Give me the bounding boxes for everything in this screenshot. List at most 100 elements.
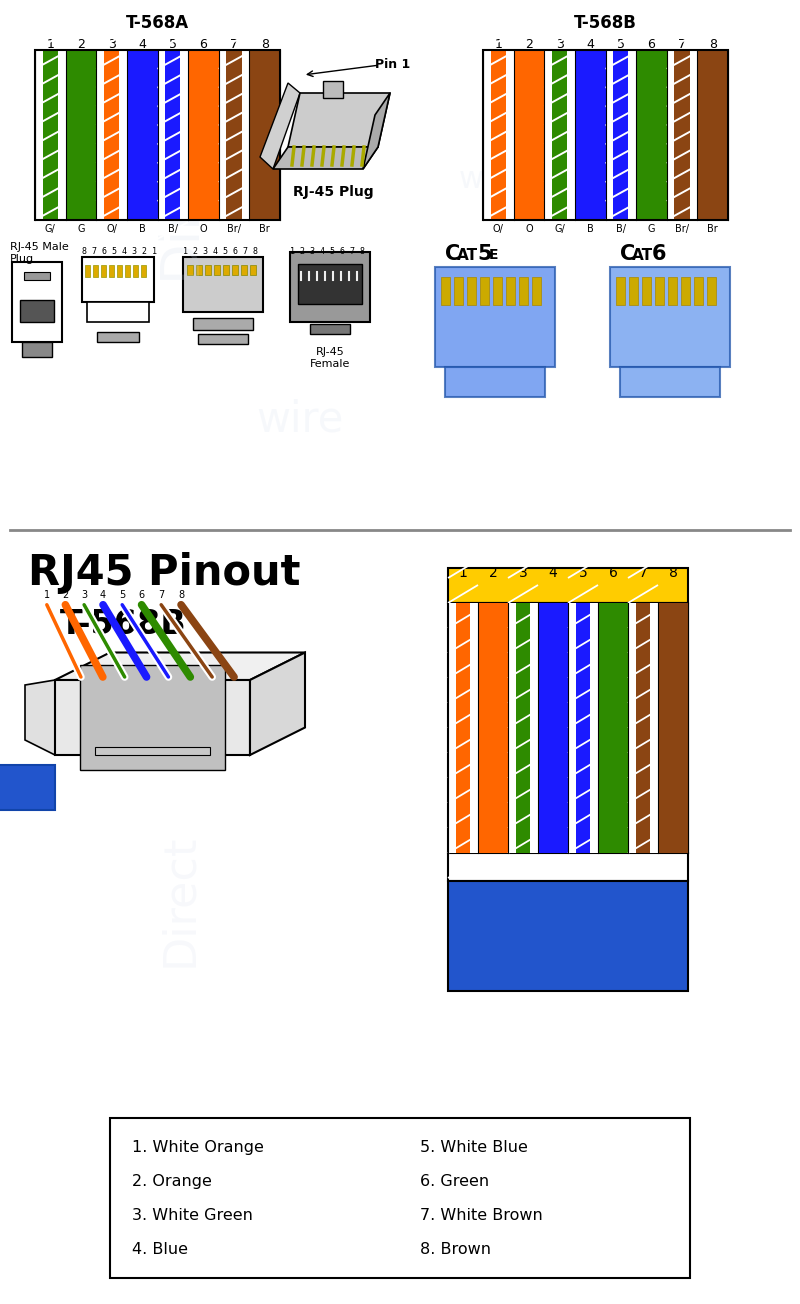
Text: Br/: Br/ xyxy=(675,224,689,233)
Bar xyxy=(0,765,55,810)
Bar xyxy=(448,569,688,602)
Text: 8: 8 xyxy=(261,38,269,51)
Text: 2: 2 xyxy=(77,38,85,51)
Bar xyxy=(109,265,114,276)
Polygon shape xyxy=(260,83,300,170)
Bar xyxy=(606,50,636,220)
Text: 2. Orange: 2. Orange xyxy=(132,1174,212,1189)
Bar xyxy=(298,263,362,304)
Bar xyxy=(22,342,52,357)
Text: 3: 3 xyxy=(108,38,115,51)
Text: Pin 1: Pin 1 xyxy=(375,57,410,70)
Polygon shape xyxy=(55,652,305,679)
Bar xyxy=(250,50,280,220)
Bar xyxy=(42,50,58,220)
Text: 4: 4 xyxy=(138,38,146,51)
Text: C: C xyxy=(620,244,635,263)
Bar xyxy=(575,50,606,220)
Bar xyxy=(20,300,54,322)
Bar xyxy=(187,265,193,275)
Text: 5: 5 xyxy=(169,38,177,51)
Bar xyxy=(441,276,450,305)
Text: 4: 4 xyxy=(586,38,594,51)
Bar xyxy=(232,265,238,275)
Text: Direct: Direct xyxy=(154,121,206,279)
Text: 8: 8 xyxy=(178,589,184,600)
Bar xyxy=(125,265,130,276)
Bar xyxy=(183,257,263,312)
Text: 7: 7 xyxy=(158,589,164,600)
Bar xyxy=(483,50,728,220)
Bar xyxy=(223,265,229,275)
Bar xyxy=(516,602,530,853)
Text: 7: 7 xyxy=(230,38,238,51)
Bar xyxy=(519,276,528,305)
Bar xyxy=(610,267,730,366)
Text: 2: 2 xyxy=(525,38,533,51)
Bar xyxy=(218,50,250,220)
Bar xyxy=(87,303,149,322)
Text: Direct: Direct xyxy=(158,833,202,966)
Bar xyxy=(12,262,62,342)
Text: O: O xyxy=(525,224,533,233)
Bar xyxy=(478,602,508,853)
Text: RJ45 Pinout: RJ45 Pinout xyxy=(28,552,301,595)
Text: 6: 6 xyxy=(652,244,666,263)
Bar xyxy=(196,265,202,275)
Bar xyxy=(445,366,545,396)
Bar xyxy=(454,276,463,305)
Bar xyxy=(226,50,242,220)
Bar xyxy=(448,602,478,853)
Text: B/: B/ xyxy=(168,224,178,233)
Bar xyxy=(448,853,688,882)
Text: Br/: Br/ xyxy=(227,224,241,233)
Polygon shape xyxy=(250,652,305,755)
Bar xyxy=(613,50,629,220)
Text: O: O xyxy=(200,224,207,233)
Bar xyxy=(493,276,502,305)
Bar xyxy=(658,602,688,853)
Bar xyxy=(514,50,544,220)
Bar xyxy=(629,276,638,305)
Text: AT: AT xyxy=(457,248,478,263)
Bar xyxy=(241,265,247,275)
Bar xyxy=(165,50,181,220)
Bar xyxy=(198,334,248,344)
Bar xyxy=(483,50,514,220)
Bar xyxy=(141,265,146,276)
Text: 6: 6 xyxy=(647,38,655,51)
Text: 3: 3 xyxy=(81,589,87,600)
Bar xyxy=(568,602,598,853)
Bar xyxy=(250,265,256,275)
Text: 4: 4 xyxy=(100,589,106,600)
Text: 7: 7 xyxy=(678,38,686,51)
Bar xyxy=(93,265,98,276)
Bar xyxy=(214,265,220,275)
Text: E: E xyxy=(489,248,498,262)
Bar xyxy=(598,602,628,853)
Text: 5: 5 xyxy=(617,38,625,51)
Bar xyxy=(117,265,122,276)
Bar xyxy=(80,665,225,769)
Bar xyxy=(666,50,698,220)
Text: 1: 1 xyxy=(44,589,50,600)
Bar xyxy=(127,50,158,220)
Text: 1 2 3 4 5 6 7 8: 1 2 3 4 5 6 7 8 xyxy=(290,246,365,256)
Bar xyxy=(628,602,658,853)
Text: 2: 2 xyxy=(489,566,498,580)
Text: 1 2 3 4 5 6 7 8: 1 2 3 4 5 6 7 8 xyxy=(183,246,258,256)
Bar xyxy=(96,50,127,220)
Bar xyxy=(576,602,590,853)
Text: O/: O/ xyxy=(493,224,504,233)
Text: 5. White Blue: 5. White Blue xyxy=(420,1140,528,1155)
Bar xyxy=(668,276,677,305)
Text: network: network xyxy=(475,670,625,729)
Text: 1. White Orange: 1. White Orange xyxy=(132,1140,264,1155)
Polygon shape xyxy=(363,93,390,170)
Bar xyxy=(544,50,575,220)
Bar xyxy=(655,276,664,305)
Text: C: C xyxy=(445,244,460,263)
Text: B: B xyxy=(139,224,146,233)
Text: 6: 6 xyxy=(138,589,145,600)
Text: 8 7 6 5 4 3 2 1: 8 7 6 5 4 3 2 1 xyxy=(82,246,157,256)
